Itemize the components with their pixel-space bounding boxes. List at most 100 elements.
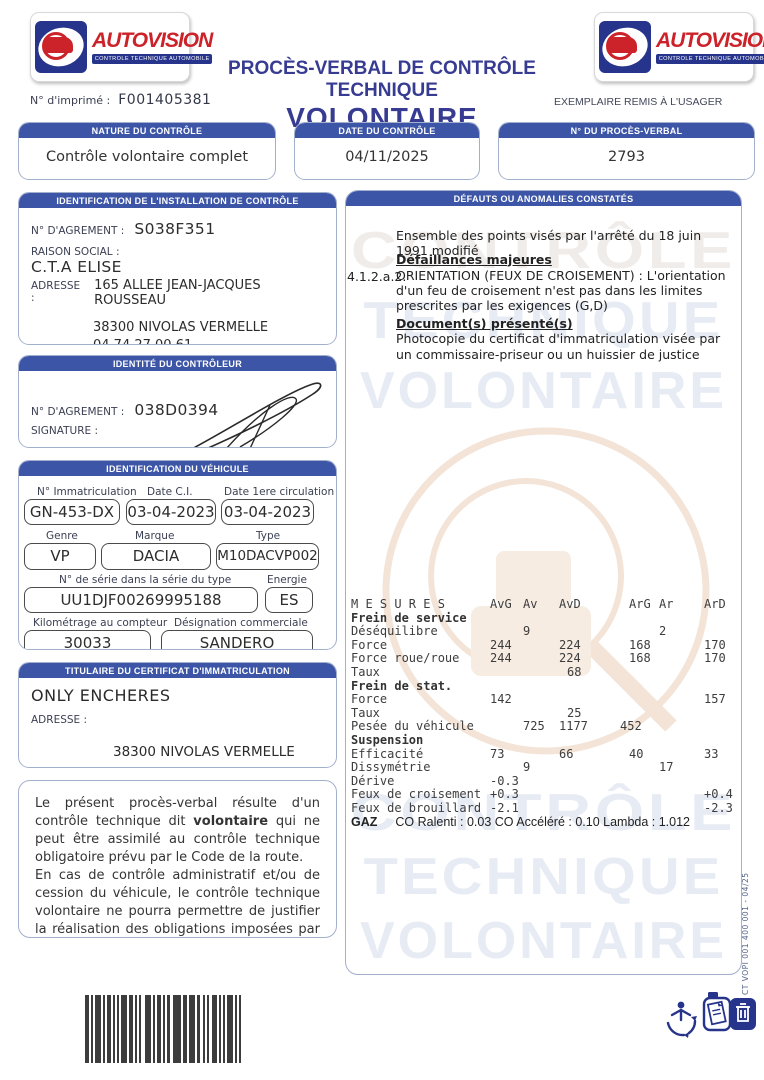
proces-verbal-box: N° DU PROCÈS-VERBAL 2793 bbox=[498, 122, 755, 180]
date-ci-label: Date C.I. bbox=[147, 485, 193, 498]
phone-value: 04.74.27.00.61 bbox=[93, 337, 193, 345]
marque-value: DACIA bbox=[101, 542, 211, 570]
mesures-section-row: Frein de stat. bbox=[351, 678, 453, 693]
proces-verbal-value: 2793 bbox=[608, 148, 645, 165]
nature-controle-value: Contrôle volontaire complet bbox=[45, 148, 249, 165]
mesures-section-row: Frein de service bbox=[351, 610, 467, 625]
watermark-volontaire-2: VOLONTAIRE bbox=[359, 912, 728, 970]
vehicule-header: IDENTIFICATION DU VÉHICULE bbox=[19, 461, 336, 476]
majeures-heading: Défaillances majeures bbox=[396, 251, 552, 267]
documents-text: Photocopie du certificat d'immatriculati… bbox=[396, 331, 721, 362]
date-circ-label: Date 1ere circulation bbox=[224, 485, 335, 498]
mesures-row: Force 244 224 168 170 bbox=[351, 637, 726, 652]
notice-p1-after: qui ne peut être assimilé au contrôle te… bbox=[35, 813, 320, 865]
print-number: N° d'imprimé : F001405381 bbox=[30, 92, 211, 108]
proces-verbal-header: N° DU PROCÈS-VERBAL bbox=[499, 123, 754, 138]
serie-value: UU1DJF00269995188 bbox=[24, 586, 258, 613]
autovision-emblem-icon bbox=[35, 21, 87, 73]
mesures-row: Pesée du véhicule 725 1177 452 bbox=[351, 719, 642, 734]
gaz-line: GAZ CO Ralenti : 0.03 CO Accéléré : 0.10 … bbox=[351, 815, 690, 829]
watermark-emblem-icon bbox=[382, 427, 710, 755]
defauts-header: DÉFAUTS OU ANOMALIES CONSTATÉS bbox=[346, 191, 741, 206]
titulaire-adresse: 38300 NIVOLAS VERMELLE bbox=[113, 743, 295, 760]
titulaire-name: ONLY ENCHERES bbox=[31, 685, 171, 705]
date-circ-value: 03-04-2023 bbox=[221, 498, 314, 525]
mesures-row: Feux de brouillard -2.1 -2.3 bbox=[351, 800, 733, 815]
km-label: Kilométrage au compteur bbox=[33, 616, 168, 629]
page-title: PROCÈS-VERBAL DE CONTRÔLE TECHNIQUE VOLO… bbox=[187, 58, 577, 134]
marque-label: Marque bbox=[135, 529, 175, 542]
date-controle-value: 04/11/2025 bbox=[345, 148, 429, 165]
immat-label: N° Immatriculation bbox=[37, 485, 137, 498]
genre-label: Genre bbox=[46, 529, 78, 542]
design-label: Désignation commerciale bbox=[174, 616, 308, 629]
date-controle-header: DATE DU CONTRÔLE bbox=[295, 123, 479, 138]
mesures-row: Taux 25 bbox=[351, 705, 582, 720]
gaz-values: CO Ralenti : 0.03 CO Accéléré : 0.10 Lam… bbox=[395, 815, 691, 829]
raison-value: C.T.A ELISE bbox=[31, 257, 122, 276]
agrement-value: S038F351 bbox=[134, 219, 216, 238]
recycling-icons bbox=[666, 992, 756, 1038]
brand-name: AUTOVISION bbox=[92, 29, 213, 52]
brand-tagline: CONTROLE TECHNIQUE AUTOMOBILE bbox=[92, 54, 213, 64]
watermark-controle: CONTRÔLE bbox=[350, 222, 737, 280]
adresse-label: ADRESSE : bbox=[31, 279, 81, 304]
mesures-row: Efficacité 73 66 40 33 bbox=[351, 746, 719, 761]
documents-heading: Document(s) présenté(s) bbox=[396, 316, 573, 332]
mesures-row: Dissymétrie 9 17 bbox=[351, 760, 674, 775]
energie-label: Energie bbox=[267, 573, 307, 586]
autovision-emblem-icon bbox=[599, 21, 651, 73]
mesures-row: Force roue/roue 244 224 168 170 bbox=[351, 651, 726, 666]
signature-scribble bbox=[192, 381, 322, 447]
date-controle-box: DATE DU CONTRÔLE 04/11/2025 bbox=[294, 122, 480, 180]
titulaire-header: TITULAIRE DU CERTIFICAT D'IMMATRICULATIO… bbox=[19, 663, 336, 678]
mesures-row: Dérive -0.3 bbox=[351, 773, 519, 788]
type-value: M10DACVP002 bbox=[216, 542, 319, 570]
brand-tagline: CONTROLE TECHNIQUE AUTOMOBILE bbox=[656, 54, 764, 64]
agrement-label: N° D'AGREMENT : bbox=[31, 224, 125, 237]
nature-controle-header: NATURE DU CONTRÔLE bbox=[19, 123, 275, 138]
defauts-intro: Ensemble des points visés par l'arrêté d… bbox=[396, 227, 702, 258]
mesures-row: Force 142 157 bbox=[351, 692, 726, 707]
autovision-logo: AUTOVISION CONTROLE TECHNIQUE AUTOMOBILE bbox=[30, 12, 213, 82]
notice-p1-before: Le présent procès-verbal résulte d'un co… bbox=[35, 796, 320, 829]
autovision-logo: AUTOVISION CONTROLE TECHNIQUE AUTOMOBILE bbox=[594, 12, 764, 82]
watermark-volontaire: VOLONTAIRE bbox=[359, 362, 728, 420]
controleur-agrement-value: 038D0394 bbox=[134, 400, 219, 419]
form-reference: CT VOPI 001 400 001 - 04/25 bbox=[741, 872, 750, 995]
controleur-header: IDENTITÉ DU CONTRÔLEUR bbox=[19, 356, 336, 371]
km-value: 30033 bbox=[24, 629, 151, 649]
watermark-technique: TECHNIQUE bbox=[363, 292, 724, 350]
gaz-label: GAZ bbox=[351, 815, 378, 829]
print-number-value: F001405381 bbox=[118, 92, 212, 108]
triman-icon bbox=[666, 1001, 697, 1038]
sorting-info-icon bbox=[702, 992, 756, 1032]
vehicule-box: IDENTIFICATION DU VÉHICULE N° Immatricul… bbox=[18, 460, 337, 650]
controleur-box: IDENTITÉ DU CONTRÔLEUR N° D'AGREMENT : 0… bbox=[18, 355, 337, 448]
signature-label: SIGNATURE : bbox=[31, 424, 99, 437]
print-number-label: N° d'imprimé : bbox=[30, 94, 111, 107]
titulaire-adresse-label: ADRESSE : bbox=[31, 713, 88, 726]
energie-value: ES bbox=[265, 586, 313, 613]
type-label: Type bbox=[256, 529, 281, 542]
copy-note: EXEMPLAIRE REMIS À L'USAGER bbox=[554, 96, 723, 108]
installation-box: IDENTIFICATION DE L'INSTALLATION DE CONT… bbox=[18, 192, 337, 345]
controleur-agrement-label: N° D'AGREMENT : bbox=[31, 405, 125, 418]
mesures-section-row: Suspension bbox=[351, 732, 424, 747]
raison-label: RAISON SOCIAL : bbox=[31, 245, 120, 258]
immat-value: GN-453-DX bbox=[24, 498, 120, 525]
mesures-row: Feux de croisement +0.3 +0.4 bbox=[351, 787, 733, 802]
mesures-row: Taux 68 bbox=[351, 664, 582, 679]
genre-value: VP bbox=[24, 542, 96, 570]
notice-p1-bold: volontaire bbox=[193, 813, 269, 829]
barcode bbox=[85, 995, 241, 1063]
defect-code: 4.1.2.a.2. bbox=[347, 268, 407, 284]
notice-text: Le présent procès-verbal résulte d'un co… bbox=[19, 781, 336, 937]
installation-header: IDENTIFICATION DE L'INSTALLATION DE CONT… bbox=[19, 193, 336, 208]
titulaire-box: TITULAIRE DU CERTIFICAT D'IMMATRICULATIO… bbox=[18, 662, 337, 768]
notice-box: Le présent procès-verbal résulte d'un co… bbox=[18, 780, 337, 938]
mesures-row: Déséquilibre 9 2 bbox=[351, 624, 667, 639]
title-line1: PROCÈS-VERBAL DE CONTRÔLE TECHNIQUE bbox=[228, 58, 536, 101]
adresse-line2: 38300 NIVOLAS VERMELLE bbox=[93, 319, 269, 335]
